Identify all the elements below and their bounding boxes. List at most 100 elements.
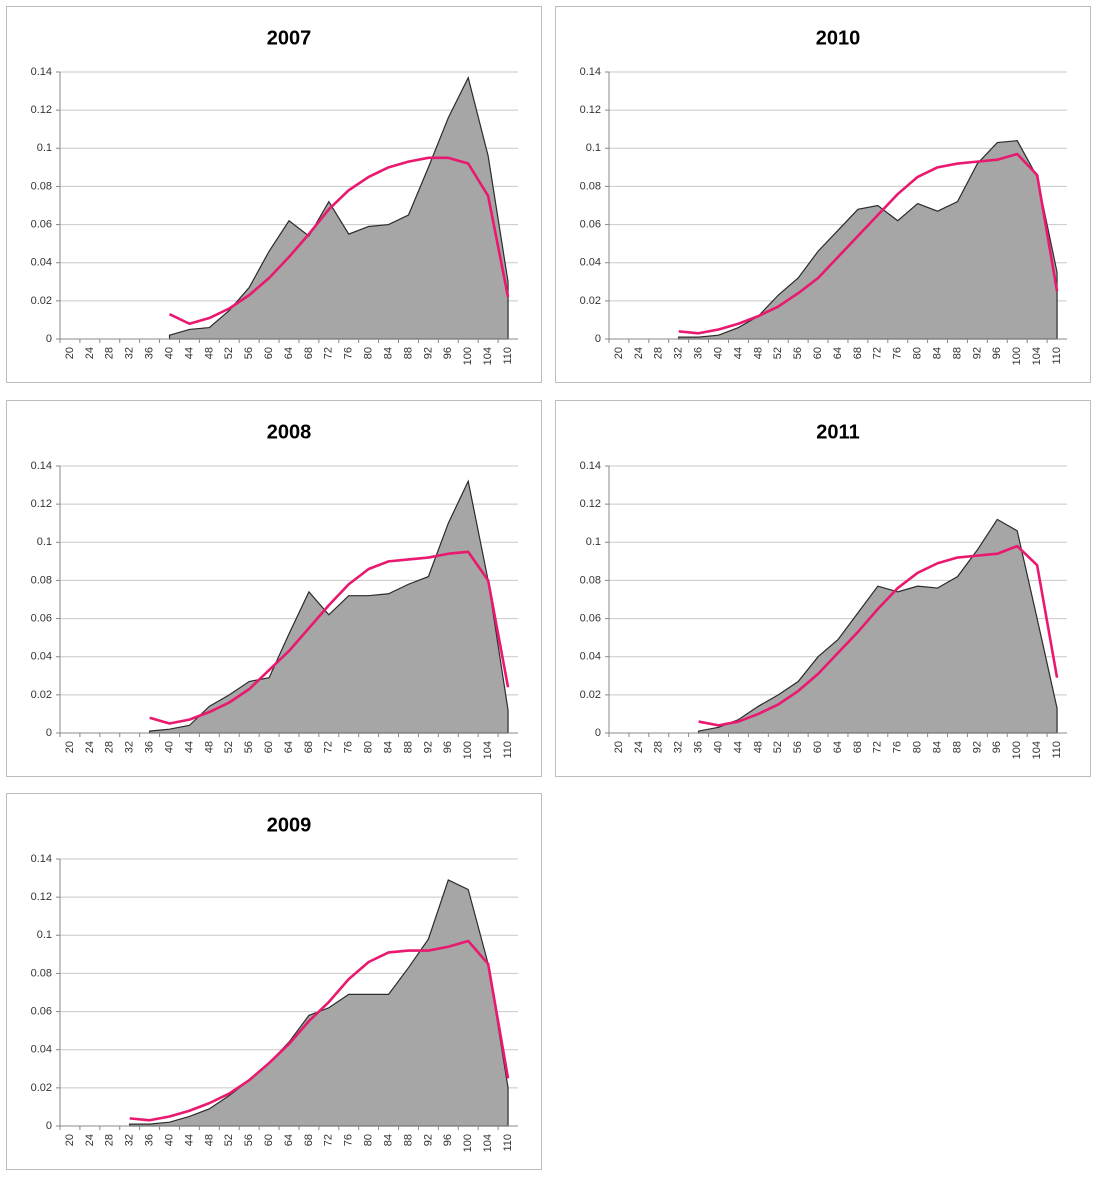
y-tick-label: 0.1 <box>37 536 52 548</box>
y-tick-label: 0.02 <box>31 295 52 307</box>
y-tick-label: 0.04 <box>31 1044 52 1056</box>
area <box>678 140 1058 340</box>
chart: 2011 0 0.02 0.04 0.06 0.08 0.1 0.12 0.14 20 24 28 32… <box>580 421 1067 759</box>
y-tick-label: 0.14 <box>31 66 52 78</box>
x-tick-label: 76 <box>343 741 355 753</box>
y-tick-label: 0 <box>46 1120 52 1132</box>
chart-panel: 2007 0 0.02 0.04 0.06 0.08 0.1 0.12 0.14 20 24 28 32… <box>6 6 542 383</box>
x-tick-label: 80 <box>363 347 375 359</box>
chart-panel: 2011 0 0.02 0.04 0.06 0.08 0.1 0.12 0.14 20 24 28 32… <box>555 400 1091 777</box>
line <box>678 152 1059 335</box>
x-tick-label: 44 <box>732 347 744 359</box>
x-tick-label: 72 <box>323 741 335 753</box>
x-tick-label: 20 <box>613 347 625 359</box>
x-tick-label: 88 <box>402 1134 414 1146</box>
x-tick-label: 48 <box>752 347 764 359</box>
x-tick-label: 68 <box>852 347 864 359</box>
x-tick-label: 104 <box>482 347 494 365</box>
x-tick-label: 24 <box>84 347 96 359</box>
x-tick-label: 64 <box>832 347 844 359</box>
x-tick-label: 24 <box>84 1134 96 1146</box>
x-tick-label: 110 <box>1051 741 1063 759</box>
y-tick-label: 0.02 <box>580 295 601 307</box>
y-tick-label: 0.12 <box>31 891 52 903</box>
y-tick-label: 0.1 <box>37 929 52 941</box>
area <box>698 518 1058 734</box>
x-tick-label: 36 <box>693 741 705 753</box>
y-tick-label: 0.14 <box>31 460 52 472</box>
y-tick-label: 0.04 <box>580 257 601 269</box>
chart-title: 2008 <box>267 421 312 443</box>
line <box>149 550 510 725</box>
chart: 2008 0 0.02 0.04 0.06 0.08 0.1 0.12 0.14 20 24 28 32… <box>31 421 518 759</box>
x-tick-label: 44 <box>732 741 744 753</box>
x-tick-label: 28 <box>104 741 116 753</box>
chart-panel: 2008 0 0.02 0.04 0.06 0.08 0.1 0.12 0.14 20 24 28 32… <box>6 400 542 777</box>
x-tick-label: 56 <box>243 347 255 359</box>
x-tick-label: 72 <box>323 1134 335 1146</box>
chart-panel: 2009 0 0.02 0.04 0.06 0.08 0.1 0.12 0.14 20 24 28 32… <box>6 793 542 1170</box>
y-tick-label: 0.08 <box>580 574 601 586</box>
y-tick-label: 0.12 <box>580 498 601 510</box>
x-tick-label: 40 <box>712 741 724 753</box>
y-tick-label: 0.02 <box>31 689 52 701</box>
x-tick-label: 84 <box>931 741 943 753</box>
y-tick-label: 0 <box>595 333 601 345</box>
x-tick-label: 100 <box>1011 741 1023 759</box>
y-tick-label: 0.04 <box>31 257 52 269</box>
x-tick-label: 80 <box>912 741 924 753</box>
x-tick-label: 48 <box>203 741 215 753</box>
y-tick-label: 0 <box>595 727 601 739</box>
x-tick-label: 80 <box>363 741 375 753</box>
x-tick-label: 104 <box>1031 741 1043 759</box>
x-tick-label: 64 <box>283 741 295 753</box>
x-tick-label: 68 <box>852 741 864 753</box>
y-tick-label: 0.08 <box>580 180 601 192</box>
y-tick-label: 0 <box>46 333 52 345</box>
x-tick-label: 24 <box>84 741 96 753</box>
x-tick-label: 100 <box>462 1134 474 1152</box>
y-tick-label: 0.1 <box>37 142 52 154</box>
x-tick-label: 100 <box>1011 347 1023 365</box>
x-tick-label: 60 <box>263 347 275 359</box>
x-tick-label: 100 <box>462 741 474 759</box>
line <box>168 156 510 326</box>
x-tick-label: 80 <box>912 347 924 359</box>
x-tick-label: 76 <box>343 1134 355 1146</box>
x-tick-label: 52 <box>772 347 784 359</box>
chart-panel: 2010 0 0.02 0.04 0.06 0.08 0.1 0.12 0.14 20 24 28 32… <box>555 6 1091 383</box>
x-tick-label: 28 <box>653 741 665 753</box>
x-tick-label: 104 <box>1031 347 1043 365</box>
x-tick-label: 76 <box>892 347 904 359</box>
x-tick-label: 96 <box>442 741 454 753</box>
y-tick-label: 0.1 <box>586 142 601 154</box>
x-tick-label: 20 <box>64 741 76 753</box>
x-tick-label: 20 <box>64 1134 76 1146</box>
x-tick-label: 24 <box>633 741 645 753</box>
x-tick-label: 76 <box>892 741 904 753</box>
y-tick-label: 0.14 <box>580 460 601 472</box>
x-tick-label: 72 <box>872 347 884 359</box>
x-tick-label: 110 <box>502 741 514 759</box>
x-tick-label: 76 <box>343 347 355 359</box>
x-tick-label: 80 <box>363 1134 375 1146</box>
y-tick-label: 0.02 <box>31 1082 52 1094</box>
chart-title: 2011 <box>816 421 859 443</box>
x-tick-label: 84 <box>382 741 394 753</box>
x-tick-label: 72 <box>872 741 884 753</box>
x-tick-label: 64 <box>283 1134 295 1146</box>
x-tick-label: 32 <box>673 347 685 359</box>
x-tick-label: 28 <box>104 1134 116 1146</box>
x-tick-label: 44 <box>183 741 195 753</box>
x-tick-label: 52 <box>223 347 235 359</box>
x-tick-label: 32 <box>124 1134 136 1146</box>
x-tick-label: 88 <box>402 347 414 359</box>
y-tick-label: 0.04 <box>580 651 601 663</box>
x-tick-label: 40 <box>163 347 175 359</box>
x-tick-label: 40 <box>712 347 724 359</box>
x-tick-label: 32 <box>124 347 136 359</box>
y-tick-label: 0.14 <box>31 853 52 865</box>
x-tick-label: 84 <box>382 1134 394 1146</box>
x-tick-label: 52 <box>223 741 235 753</box>
